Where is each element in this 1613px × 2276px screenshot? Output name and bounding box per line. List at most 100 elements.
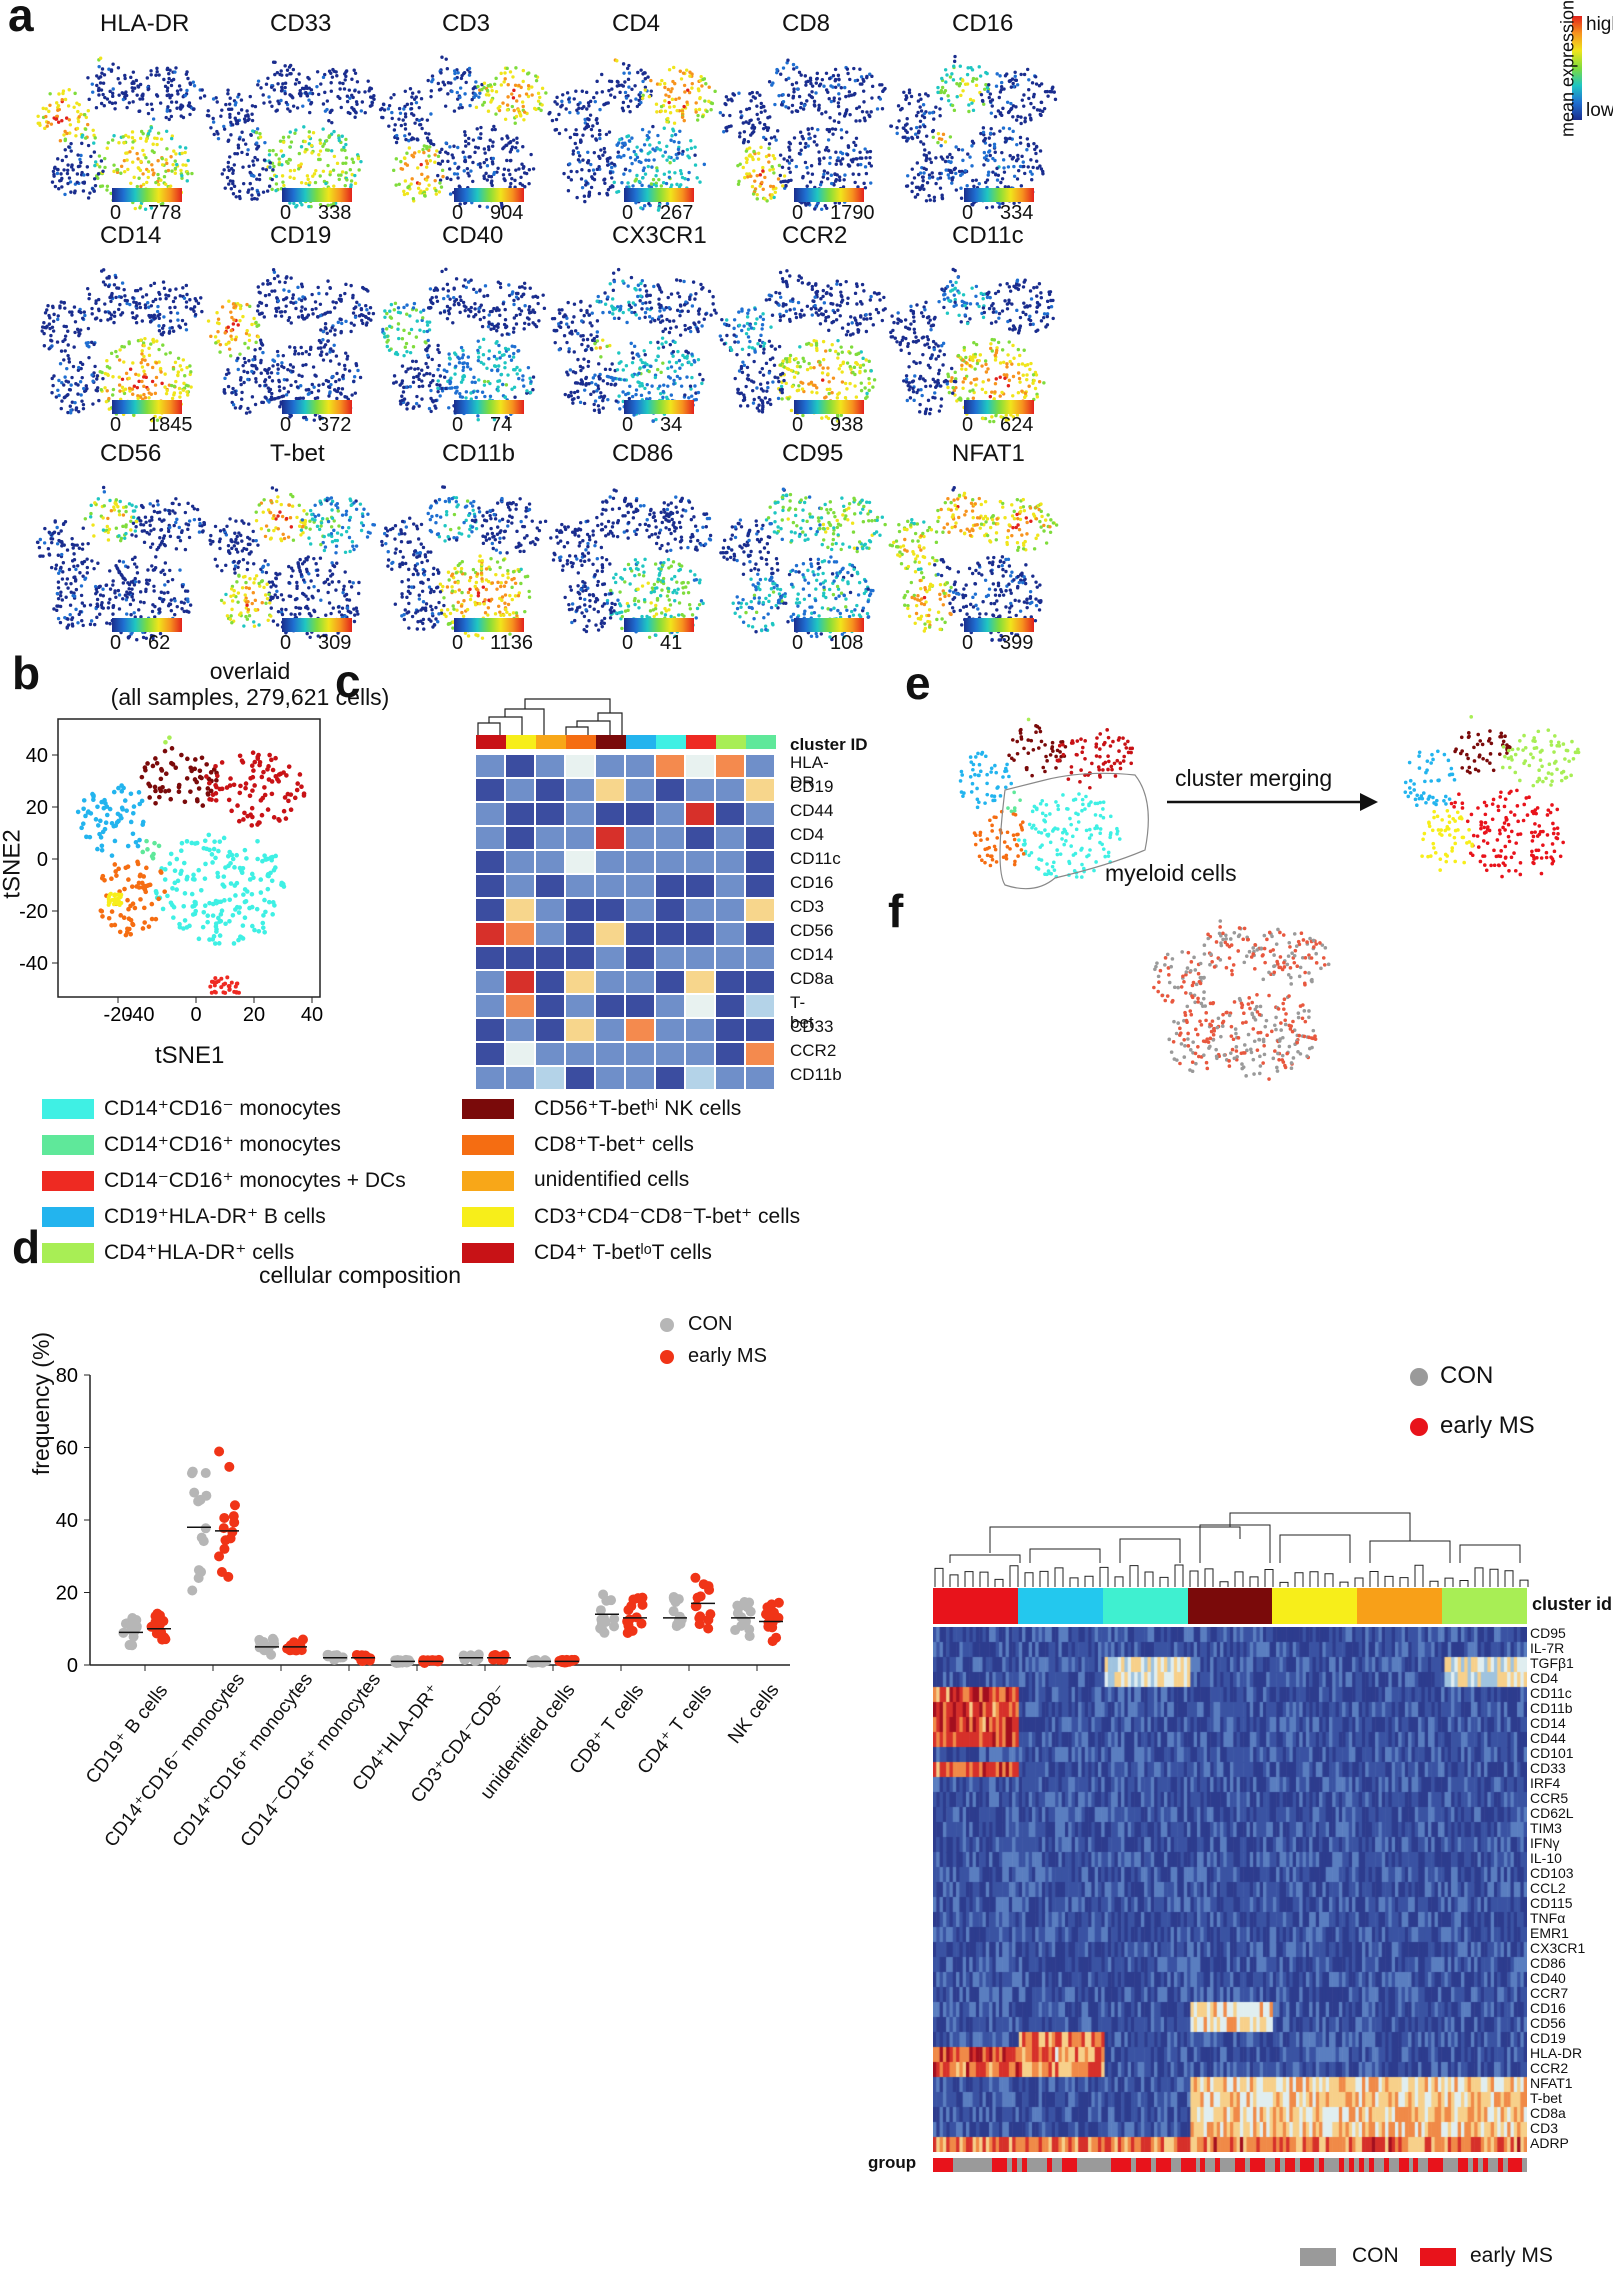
heatmap-cell (506, 755, 534, 777)
data-point (597, 1616, 608, 1627)
group-bar-segment (1180, 2158, 1186, 2172)
group-bar-segment (1502, 2158, 1508, 2172)
colorbar-max: 372 (318, 414, 352, 436)
heatmap-row-label: CD101 (1530, 1745, 1574, 1761)
heatmap-cell (476, 899, 504, 921)
colorbar-min: 0 (622, 414, 634, 436)
heatmap-cell (656, 1019, 684, 1041)
heatmap-cell (596, 923, 624, 945)
colorbar-hla-dr (112, 188, 182, 202)
group-bar-segment (1259, 2158, 1265, 2172)
tsne-plot-cd86 (549, 488, 713, 639)
group-bar-segment (1086, 2158, 1092, 2172)
heatmap-cell (656, 995, 684, 1017)
group-bar-segment (1250, 2158, 1255, 2172)
heatmap-cell (506, 851, 534, 873)
group-bar-segment (1007, 2158, 1013, 2172)
heatmap-cell (746, 947, 774, 969)
heatmap-cell (596, 971, 624, 993)
heatmap-cell (476, 923, 504, 945)
heatmap-cell (686, 923, 714, 945)
data-point (195, 1494, 206, 1505)
heatmap-cell (746, 851, 774, 873)
heatmap-cell (686, 971, 714, 993)
data-point (428, 1655, 439, 1666)
heatmap-cell (566, 851, 594, 873)
group-bar-segment (1304, 2158, 1310, 2172)
heatmap-cell (506, 1043, 534, 1065)
panel-d-title: cellular composition (259, 1262, 461, 1288)
heatmap-row-label: CD44 (790, 801, 834, 820)
heatmap-cell (626, 851, 654, 873)
heatmap-row-label: IFNγ (1530, 1835, 1560, 1851)
data-point (730, 1625, 741, 1636)
heatmap-cell (746, 755, 774, 777)
heatmap-cell (566, 971, 594, 993)
colorbar-cd16 (964, 188, 1034, 202)
group-bar-segment (1131, 2158, 1137, 2172)
colorbar-max: 1845 (148, 414, 193, 436)
data-point (401, 1655, 412, 1666)
group-bar-segment (1299, 2158, 1305, 2172)
group-bar-segment (1111, 2158, 1117, 2172)
panel-label-e: e (905, 657, 931, 709)
heatmap-cell (506, 1067, 534, 1089)
heatmap-row-label: CD56 (1530, 2015, 1566, 2031)
category-label: CD3⁺CD4⁻CD8⁻ (407, 1680, 513, 1808)
category-label: CD19⁺ B cells (81, 1680, 173, 1788)
bottom-con-swatch (1300, 2248, 1336, 2266)
group-bar-segment (1309, 2158, 1315, 2172)
heatmap-cell (536, 995, 564, 1017)
heatmap-cell (506, 803, 534, 825)
data-point (219, 1543, 230, 1554)
group-bar-segment (1215, 2158, 1221, 2172)
data-point (187, 1466, 198, 1477)
data-point (637, 1592, 648, 1603)
panel-e-myeloid-label: myeloid cells (1105, 860, 1237, 886)
panel-f-cluster-bar (933, 1588, 1528, 1624)
group-bar-segment (1155, 2158, 1161, 2172)
heatmap-cell (716, 1019, 744, 1041)
heatmap-cell (506, 1019, 534, 1041)
bottom-ms-swatch (1420, 2248, 1456, 2266)
heatmap-row-label: HLA-DR (790, 753, 829, 792)
colorbar-max: 334 (1000, 202, 1034, 224)
panel-f-heatmap (933, 1627, 1527, 2152)
colorbar-max: 62 (148, 632, 171, 654)
group-bar-segment (992, 2158, 998, 2172)
group-bar-segment (1240, 2158, 1246, 2172)
group-bar-segment (1185, 2158, 1191, 2172)
group-bar-segment (1289, 2158, 1295, 2172)
data-point (126, 1625, 137, 1636)
heatmap-cell (476, 851, 504, 873)
group-bar-segment (1448, 2158, 1454, 2172)
group-bar-segment (1462, 2158, 1468, 2172)
heatmap-cell (686, 899, 714, 921)
group-bar-segment (1453, 2158, 1459, 2172)
heatmap-row-label: CD11c (1530, 1685, 1572, 1701)
heatmap-cell (716, 755, 744, 777)
heatmap-cell (746, 899, 774, 921)
panel-label-b: b (12, 647, 41, 699)
data-point (295, 1640, 306, 1651)
group-bar-segment (997, 2158, 1003, 2172)
colorbar-cd14 (112, 400, 182, 414)
group-bar-segment (1334, 2158, 1340, 2172)
group-bar-segment (1428, 2158, 1434, 2172)
cluster-color-cell (476, 735, 506, 749)
category-label: NK cells (724, 1680, 784, 1748)
heatmap-cell (506, 827, 534, 849)
data-point (690, 1572, 701, 1583)
marker-title-cx3cr1: CX3CR1 (612, 222, 707, 249)
heatmap-cell (626, 995, 654, 1017)
group-bar-segment (972, 2158, 978, 2172)
expression-colorbar (1572, 16, 1582, 120)
heatmap-cell (476, 779, 504, 801)
colorbar-max: 938 (830, 414, 864, 436)
marker-title-cd40: CD40 (442, 222, 504, 249)
group-bar-segment (1245, 2158, 1250, 2172)
heatmap-cell (506, 875, 534, 897)
group-bar-segment (1368, 2158, 1374, 2172)
heatmap-cell (746, 923, 774, 945)
legend-label: CD4⁺HLA-DR⁺ cells (104, 1241, 295, 1264)
